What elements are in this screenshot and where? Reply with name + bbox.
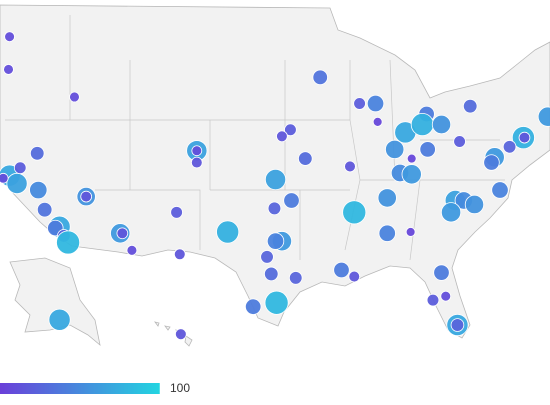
bubble (537, 106, 550, 127)
bubble (6, 172, 28, 195)
bubble (13, 161, 27, 175)
bubble (80, 190, 92, 203)
bubble (464, 194, 485, 215)
bubble (419, 141, 436, 158)
bubble (3, 64, 14, 75)
colorbar (0, 383, 160, 394)
bubble (312, 69, 328, 86)
bubble (191, 145, 203, 157)
bubble (216, 220, 240, 244)
bubble (244, 298, 262, 315)
bubble (173, 248, 186, 261)
bubble (385, 139, 405, 160)
bubbles (0, 31, 550, 341)
bubble (491, 181, 509, 199)
bubble (0, 172, 9, 184)
bubble (453, 135, 466, 148)
bubble (29, 180, 48, 200)
bubble (440, 202, 462, 223)
bubble (264, 168, 287, 191)
bubble (175, 328, 187, 341)
bubble (170, 206, 183, 219)
bubble (333, 261, 350, 279)
bubble (298, 151, 313, 166)
bubble (284, 123, 297, 137)
bubble (266, 232, 285, 250)
bubble (378, 224, 396, 242)
bubble (518, 131, 531, 144)
bubble (348, 270, 361, 283)
bubble (36, 201, 53, 218)
bubble (4, 31, 15, 43)
bubble (264, 266, 279, 282)
bubble (283, 192, 300, 209)
bubble (426, 293, 440, 307)
bubble (69, 91, 80, 103)
bubble (48, 308, 71, 331)
bubble (56, 230, 81, 255)
bubble (344, 160, 356, 173)
bubble (410, 112, 434, 137)
bubble (190, 156, 203, 169)
colorbar-tick-label: 100 (170, 381, 190, 395)
bubble (264, 290, 289, 315)
bubble (431, 114, 452, 135)
bubble (433, 264, 450, 281)
bubble (450, 318, 465, 332)
bubble (116, 227, 129, 240)
bubble (29, 146, 45, 161)
bubble (372, 117, 383, 127)
bubble (401, 164, 422, 185)
bubble (502, 140, 517, 154)
bubble (483, 154, 500, 171)
bubble (377, 188, 397, 208)
bubble (405, 227, 416, 237)
bubble (288, 271, 303, 285)
bubble (366, 94, 385, 113)
bubble (276, 130, 288, 143)
bubble (462, 98, 478, 114)
bubble (260, 250, 274, 264)
bubble (353, 97, 366, 110)
bubble (267, 201, 282, 216)
bubble (440, 290, 452, 302)
bubble (342, 200, 367, 225)
bubble (126, 244, 138, 256)
bubble (406, 153, 417, 164)
